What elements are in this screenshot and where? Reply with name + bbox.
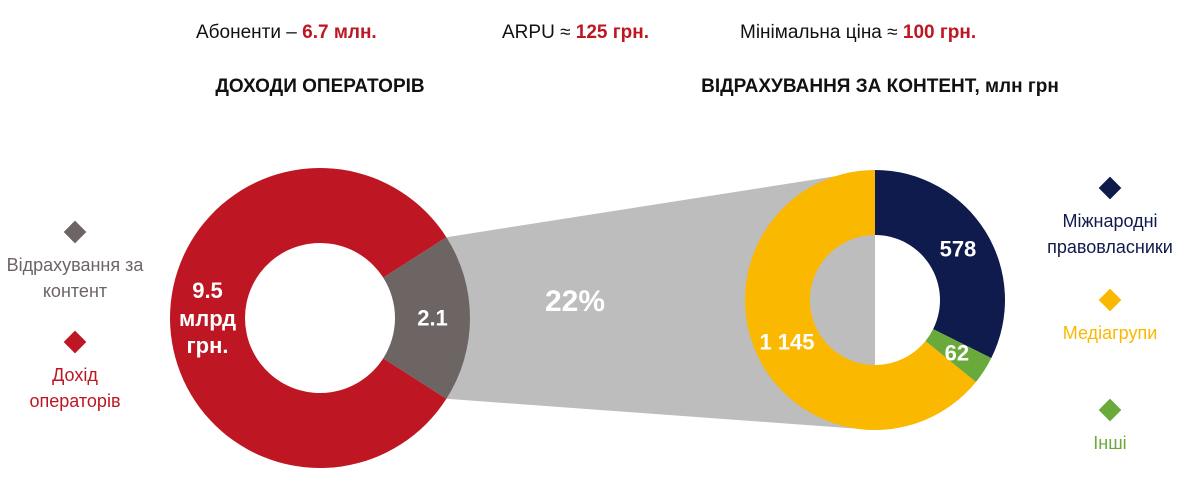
value-label: 2.1 — [417, 305, 448, 331]
stat-value: 6.7 млн. — [302, 22, 377, 43]
donut-slice — [169, 167, 447, 469]
donut-slice — [875, 170, 1005, 359]
header-stat: Мінімальна ціна ≈ 100 грн. — [740, 22, 976, 44]
stat-value: 125 грн. — [575, 22, 650, 43]
legend-label: Медіагрупи — [1062, 323, 1158, 343]
annotation: 22% — [544, 285, 606, 318]
legend-label: Інші — [1093, 433, 1127, 453]
value-label: 1 145 — [759, 329, 815, 355]
stat-label: Абоненти – — [196, 22, 297, 43]
value-label: 9.5 млрд грн. — [178, 277, 237, 358]
legend-label: Міжнародні правовласники — [1047, 211, 1173, 258]
stat-label: Мінімальна ціна ≈ — [740, 22, 898, 43]
legend-label: Дохід операторів — [29, 365, 121, 412]
chart-title: ДОХОДИ ОПЕРАТОРІВ — [215, 76, 425, 97]
donut-slice — [383, 237, 470, 399]
legend-label: Відрахування за контент — [6, 255, 144, 302]
stat-value: 100 грн. — [902, 22, 977, 43]
header-stat: Абоненти – 6.7 млн. — [196, 22, 377, 44]
donut-slice — [925, 329, 992, 382]
header-stat: ARPU ≈ 125 грн. — [502, 22, 649, 44]
value-label: 578 — [939, 235, 977, 261]
value-label: 62 — [944, 340, 970, 366]
donut-slice — [745, 170, 976, 430]
chart-title: ВІДРАХУВАННЯ ЗА КОНТЕНТ, млн грн — [701, 76, 1059, 97]
stat-label: ARPU ≈ — [502, 22, 571, 43]
